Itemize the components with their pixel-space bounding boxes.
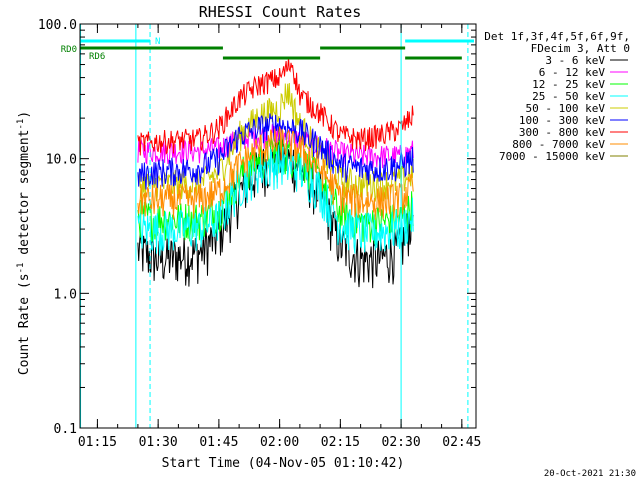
series-line-6 <box>137 113 414 190</box>
legend-item-label: 50 - 100 keV <box>526 102 606 115</box>
series-layer <box>137 57 414 289</box>
x-tick-label: 02:15 <box>321 435 360 450</box>
interval-label: RD6 <box>89 52 105 62</box>
legend-item-label: 12 - 25 keV <box>532 78 605 91</box>
plot-frame <box>79 23 477 429</box>
y-tick-label: 1.0 <box>54 287 77 302</box>
y-tick-label: 100.0 <box>38 18 77 33</box>
x-tick-label: 01:30 <box>139 435 178 450</box>
x-tick-label: 01:45 <box>199 435 238 450</box>
legend-item-label: 100 - 300 keV <box>519 114 605 127</box>
legend-item-label: 3 - 6 keV <box>545 54 605 67</box>
interval-label: RD0 <box>61 45 77 55</box>
x-tick-label: 02:00 <box>260 435 299 450</box>
x-tick-label: 02:30 <box>382 435 421 450</box>
y-tick-label: 0.1 <box>54 422 77 437</box>
x-tick-label: 02:45 <box>442 435 481 450</box>
legend-header-line: FDecim 3, Att 0 <box>531 42 630 55</box>
x-axis-label: Start Time (04-Nov-05 01:10:42) <box>162 456 405 471</box>
y-axis-label: Count Rate (s-1 detector segment-1) <box>16 111 32 375</box>
legend-item-label: 300 - 800 keV <box>519 126 605 139</box>
legend-header-line: Det 1f,3f,4f,5f,6f,9f, <box>484 30 630 43</box>
legend: Det 1f,3f,4f,5f,6f,9f,FDecim 3, Att 03 -… <box>484 30 630 163</box>
series-line-8 <box>137 126 414 220</box>
footer-timestamp: 20-Oct-2021 21:30 <box>544 469 636 479</box>
legend-item-label: 25 - 50 keV <box>532 90 605 103</box>
series-line-7 <box>137 57 414 156</box>
axes-layer: 0.1 1.0 10.0 100.0 01:15 01:30 01:45 02:00 02:15… <box>38 18 482 450</box>
legend-item-label: 7000 - 15000 keV <box>499 150 605 163</box>
x-tick-label: 01:15 <box>78 435 117 450</box>
annotation-layer: N RD0 RD6 <box>61 24 474 428</box>
interval-label: N <box>155 37 160 47</box>
legend-item-label: 800 - 7000 keV <box>512 138 605 151</box>
legend-item-label: 6 - 12 keV <box>539 66 606 79</box>
series-line-4 <box>137 144 414 256</box>
chart-title: RHESSI Count Rates <box>199 3 362 21</box>
y-tick-label: 10.0 <box>46 153 77 168</box>
